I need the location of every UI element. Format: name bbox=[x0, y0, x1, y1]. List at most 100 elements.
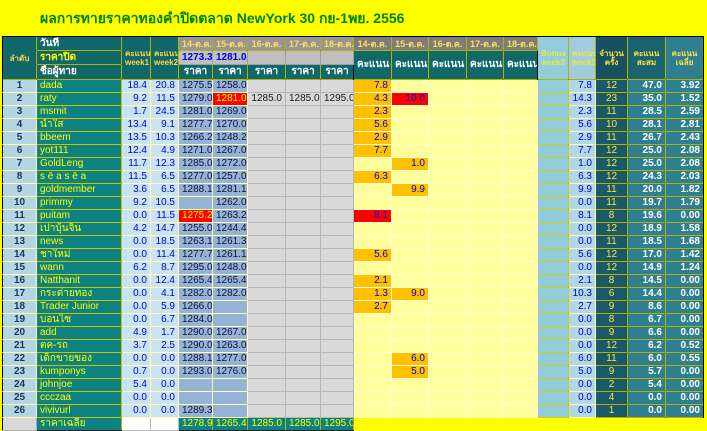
price-cell[interactable] bbox=[320, 235, 354, 249]
player-name-cell[interactable]: kumponys bbox=[36, 365, 122, 379]
score-cell[interactable] bbox=[466, 313, 504, 327]
score-cell[interactable]: 9.9 bbox=[391, 183, 429, 197]
score-cell[interactable] bbox=[503, 248, 538, 262]
price-cell[interactable]: 1282.0 bbox=[178, 287, 213, 301]
rank-cell[interactable]: 21 bbox=[2, 339, 37, 353]
week2-score-cell[interactable]: 1.7 bbox=[150, 326, 179, 340]
score-cell[interactable] bbox=[503, 157, 538, 171]
score-cell[interactable] bbox=[391, 326, 429, 340]
week3-score-cell[interactable]: 6.3 bbox=[568, 170, 596, 184]
price-cell[interactable] bbox=[285, 131, 321, 145]
bonus-cell[interactable] bbox=[537, 222, 569, 236]
week3-score-cell[interactable]: 1.0 bbox=[568, 157, 596, 171]
price-cell[interactable]: 1281.1 bbox=[212, 183, 248, 197]
price-cell[interactable] bbox=[247, 131, 286, 145]
score-cell[interactable] bbox=[503, 404, 538, 418]
count-cell[interactable]: 12 bbox=[595, 170, 628, 184]
player-name-cell[interactable]: news bbox=[36, 235, 122, 249]
count-cell[interactable]: 11 bbox=[595, 183, 628, 197]
count-cell[interactable]: 1 bbox=[595, 404, 628, 418]
week2-score-cell[interactable]: 11.5 bbox=[150, 209, 179, 223]
score-cell[interactable] bbox=[466, 105, 504, 119]
count-cell[interactable]: 8 bbox=[595, 313, 628, 327]
week3-score-cell[interactable]: 0.0 bbox=[568, 326, 596, 340]
week1-score-cell[interactable]: 0.0 bbox=[121, 404, 151, 418]
count-cell[interactable]: 11 bbox=[595, 105, 628, 119]
week1-score-cell[interactable]: 0.0 bbox=[121, 391, 151, 405]
total-score-cell[interactable]: 28.5 bbox=[627, 105, 666, 119]
rank-cell[interactable]: 15 bbox=[2, 261, 37, 275]
player-name-cell[interactable]: น้ำใส bbox=[36, 118, 122, 132]
score-cell[interactable] bbox=[428, 261, 467, 275]
total-score-cell[interactable]: 20.0 bbox=[627, 183, 666, 197]
price-cell[interactable] bbox=[247, 287, 286, 301]
score-cell[interactable] bbox=[353, 157, 392, 171]
score-cell[interactable] bbox=[353, 365, 392, 379]
price-cell[interactable] bbox=[212, 404, 248, 418]
week3-score-cell[interactable]: 7.7 bbox=[568, 144, 596, 158]
bonus-cell[interactable] bbox=[537, 404, 569, 418]
price-cell[interactable]: 1279.0 bbox=[178, 92, 213, 106]
price-cell[interactable]: 1272.0 bbox=[212, 157, 248, 171]
average-score-cell[interactable]: 2.08 bbox=[665, 144, 704, 158]
price-cell[interactable]: 1263.1 bbox=[178, 235, 213, 249]
score-cell[interactable] bbox=[353, 183, 392, 197]
score-cell[interactable] bbox=[503, 209, 538, 223]
score-cell[interactable] bbox=[428, 118, 467, 132]
week1-score-cell[interactable]: 12.4 bbox=[121, 144, 151, 158]
average-score-cell[interactable]: 1.79 bbox=[665, 196, 704, 210]
score-cell[interactable] bbox=[466, 144, 504, 158]
score-cell[interactable] bbox=[466, 248, 504, 262]
average-score-cell[interactable]: 0.00 bbox=[665, 300, 704, 314]
price-cell[interactable]: 1257.0 bbox=[212, 170, 248, 184]
total-score-cell[interactable]: 28.1 bbox=[627, 118, 666, 132]
price-cell[interactable] bbox=[247, 79, 286, 93]
price-cell[interactable] bbox=[320, 378, 354, 392]
rank-cell[interactable]: 23 bbox=[2, 365, 37, 379]
score-cell[interactable]: 7.8 bbox=[353, 79, 392, 93]
rank-cell[interactable]: 10 bbox=[2, 196, 37, 210]
price-cell[interactable] bbox=[178, 391, 213, 405]
price-cell[interactable]: 1285.0 bbox=[285, 92, 321, 106]
rank-cell[interactable]: 17 bbox=[2, 287, 37, 301]
week1-score-cell[interactable]: 18.4 bbox=[121, 79, 151, 93]
total-score-cell[interactable]: 18.9 bbox=[627, 222, 666, 236]
price-cell[interactable] bbox=[320, 157, 354, 171]
price-cell[interactable] bbox=[247, 352, 286, 366]
score-cell[interactable] bbox=[353, 196, 392, 210]
bonus-cell[interactable] bbox=[537, 131, 569, 145]
player-name-cell[interactable]: บอนไซ bbox=[36, 313, 122, 327]
price-cell[interactable]: 1267.0 bbox=[212, 326, 248, 340]
score-cell[interactable] bbox=[503, 144, 538, 158]
score-cell[interactable]: 5.0 bbox=[391, 365, 429, 379]
count-cell[interactable]: 9 bbox=[595, 300, 628, 314]
score-cell[interactable]: 2.7 bbox=[353, 300, 392, 314]
price-cell[interactable]: 1293.0 bbox=[178, 365, 213, 379]
week3-score-cell[interactable]: 6.0 bbox=[568, 352, 596, 366]
price-cell[interactable] bbox=[320, 196, 354, 210]
week1-score-cell[interactable]: 0.7 bbox=[121, 365, 151, 379]
week2-score-cell[interactable]: 10.3 bbox=[150, 131, 179, 145]
player-name-cell[interactable]: yot111 bbox=[36, 144, 122, 158]
price-cell[interactable] bbox=[320, 391, 354, 405]
week2-score-cell[interactable]: 0.0 bbox=[150, 352, 179, 366]
week2-score-cell[interactable]: 12.3 bbox=[150, 157, 179, 171]
price-cell[interactable] bbox=[320, 79, 354, 93]
price-cell[interactable]: 1275.5 bbox=[178, 79, 213, 93]
price-cell[interactable] bbox=[320, 144, 354, 158]
average-score-cell[interactable]: 0.55 bbox=[665, 352, 704, 366]
score-cell[interactable]: 8.1 bbox=[353, 209, 392, 223]
score-cell[interactable] bbox=[428, 300, 467, 314]
price-cell[interactable]: 1270.0 bbox=[212, 118, 248, 132]
week2-score-cell[interactable]: 0.0 bbox=[150, 404, 179, 418]
score-cell[interactable] bbox=[391, 313, 429, 327]
score-cell[interactable] bbox=[466, 131, 504, 145]
score-cell[interactable] bbox=[391, 79, 429, 93]
price-cell[interactable] bbox=[285, 183, 321, 197]
price-cell[interactable] bbox=[320, 339, 354, 353]
bonus-cell[interactable] bbox=[537, 287, 569, 301]
average-score-cell[interactable]: 2.43 bbox=[665, 131, 704, 145]
score-cell[interactable] bbox=[466, 183, 504, 197]
price-cell[interactable] bbox=[285, 157, 321, 171]
week3-score-cell[interactable]: 5.0 bbox=[568, 365, 596, 379]
